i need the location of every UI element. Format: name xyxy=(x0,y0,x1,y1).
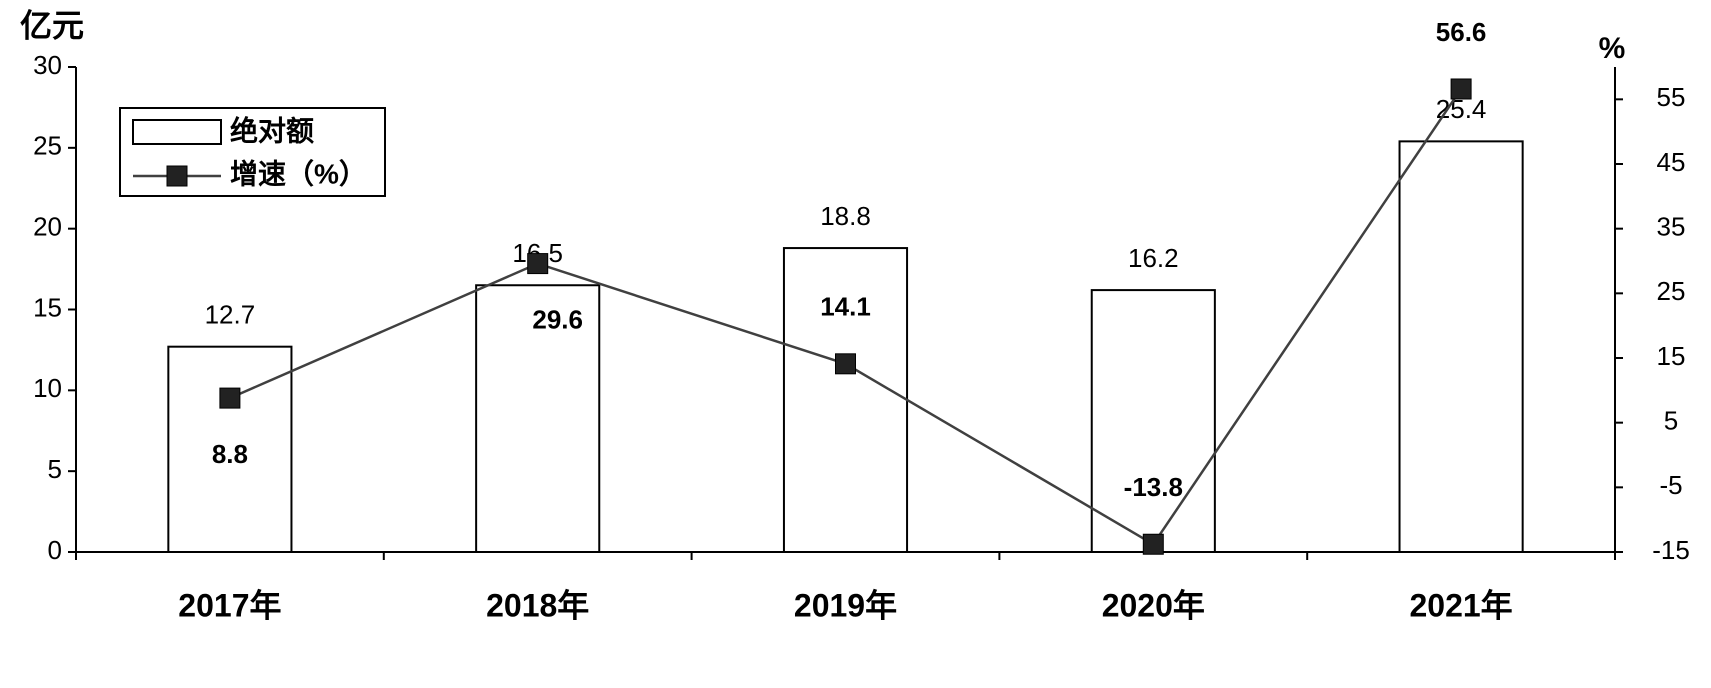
bar xyxy=(782,247,909,553)
bar xyxy=(1398,140,1524,553)
y2-tick-label: 35 xyxy=(1657,212,1686,242)
legend-label: 绝对额 xyxy=(230,114,314,146)
x-tick-label: 2017年 xyxy=(178,587,281,623)
line-marker xyxy=(527,253,549,275)
y-tick-label: 20 xyxy=(33,212,62,242)
x-tick-label: 2021年 xyxy=(1409,587,1512,623)
y2-tick-label: -5 xyxy=(1659,470,1682,500)
y-tick-label: 15 xyxy=(33,292,62,322)
bar xyxy=(1090,289,1216,553)
line-value-label: 29.6 xyxy=(532,304,583,334)
line-marker xyxy=(835,353,856,375)
x-tick-label: 2020年 xyxy=(1102,587,1205,623)
line-value-label: 8.8 xyxy=(212,439,248,469)
line-value-label: 14.1 xyxy=(820,292,871,322)
x-tick-label: 2018年 xyxy=(486,587,589,623)
x-tick-label: 2019年 xyxy=(794,587,897,623)
y-tick-label: 30 xyxy=(33,50,62,80)
bar-value-label: 12.7 xyxy=(205,300,256,330)
bar-value-label: 18.8 xyxy=(820,201,871,231)
y2-tick-label: 5 xyxy=(1664,406,1678,436)
y2-tick-label: -15 xyxy=(1652,535,1690,565)
legend-swatch xyxy=(132,119,222,145)
line-value-label: 56.6 xyxy=(1436,17,1487,47)
y2-tick-label: 55 xyxy=(1657,82,1686,112)
line-value-label: -13.8 xyxy=(1124,472,1183,502)
line-marker xyxy=(219,387,241,409)
y2-tick-label: 25 xyxy=(1657,276,1686,306)
y-tick-label: 10 xyxy=(33,373,62,403)
y-tick-label: 5 xyxy=(48,454,62,484)
bar-value-label: 16.2 xyxy=(1128,243,1179,273)
y-tick-label: 0 xyxy=(48,535,62,565)
legend-label: 增速（%） xyxy=(230,157,367,189)
y-tick-label: 25 xyxy=(33,131,62,161)
line-marker xyxy=(1450,78,1472,100)
line-marker xyxy=(1142,533,1164,555)
y2-axis-label: % xyxy=(1599,32,1626,65)
y2-tick-label: 45 xyxy=(1657,147,1686,177)
y2-tick-label: 15 xyxy=(1657,341,1686,371)
bar xyxy=(475,284,601,553)
legend-marker xyxy=(166,165,188,187)
legend-box xyxy=(119,107,386,197)
y-axis-label: 亿元 xyxy=(20,7,84,43)
